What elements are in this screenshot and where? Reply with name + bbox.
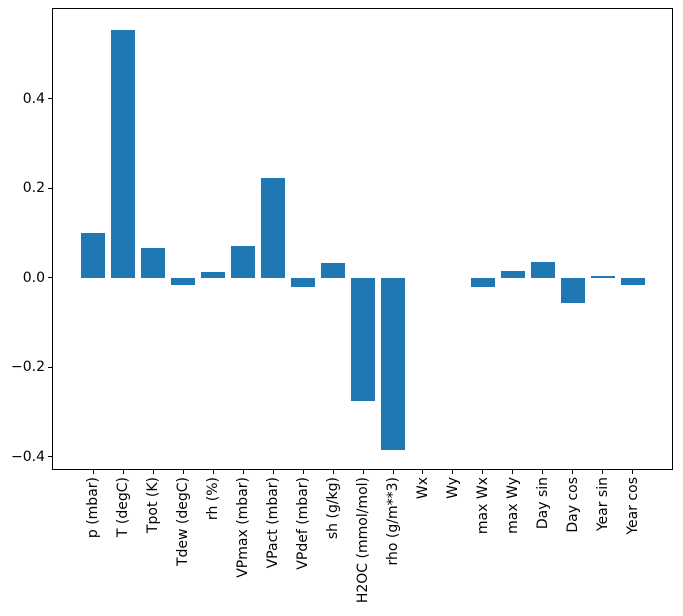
bar-max-wx bbox=[470, 277, 495, 288]
x-axis-tick-label-p-mbar: p (mbar) bbox=[85, 477, 102, 539]
x-axis-tick bbox=[572, 470, 574, 474]
bar-vpmax-mbar bbox=[231, 246, 256, 278]
x-axis-tick bbox=[152, 470, 154, 474]
x-axis-tick bbox=[512, 470, 514, 474]
x-axis-tick bbox=[272, 470, 274, 474]
y-axis-tick-label: 0.0 bbox=[22, 269, 45, 286]
bar-vpdef-mbar bbox=[291, 277, 316, 287]
x-axis-tick bbox=[452, 470, 454, 474]
x-axis-tick-label-day-cos: Day cos bbox=[564, 477, 581, 533]
y-axis-tick bbox=[48, 187, 52, 189]
x-axis-tick-label-wy: Wy bbox=[444, 477, 461, 499]
x-axis-tick bbox=[482, 470, 484, 474]
y-axis-tick bbox=[48, 456, 52, 458]
y-axis-tick bbox=[48, 366, 52, 368]
x-axis-tick-label-wx: Wx bbox=[414, 477, 431, 500]
bar-rh bbox=[201, 271, 226, 278]
x-axis-tick-label-vpdef-mbar: VPdef (mbar) bbox=[295, 477, 312, 570]
x-axis-tick bbox=[302, 470, 304, 474]
bar-vpact-mbar bbox=[261, 178, 286, 278]
x-axis-tick bbox=[212, 470, 214, 474]
bar-day-sin bbox=[530, 262, 555, 278]
bar-tpot-k bbox=[141, 248, 166, 278]
x-axis-tick bbox=[122, 470, 124, 474]
y-axis-tick-label: 0.2 bbox=[22, 180, 45, 197]
y-axis-tick bbox=[48, 98, 52, 100]
x-axis-tick-label-year-cos: Year cos bbox=[624, 477, 641, 535]
x-axis-tick-label-tpot-k: Tpot (K) bbox=[145, 477, 162, 534]
x-axis-tick bbox=[602, 470, 604, 474]
x-axis-tick bbox=[92, 470, 94, 474]
x-axis-tick-label-rh: rh (%) bbox=[205, 477, 222, 521]
bar-year-sin bbox=[590, 275, 615, 278]
bar-t-degc bbox=[111, 29, 136, 278]
x-axis-tick bbox=[422, 470, 424, 474]
bar-year-cos bbox=[620, 277, 645, 285]
bar-tdew-degc bbox=[171, 277, 196, 285]
y-axis-tick-label: 0.4 bbox=[22, 90, 45, 107]
x-axis-tick-label-tdew-degc: Tdew (degC) bbox=[175, 477, 192, 567]
x-axis-tick-label-t-degc: T (degC) bbox=[115, 477, 132, 538]
bar-day-cos bbox=[560, 277, 585, 304]
bar-sh-g-kg bbox=[321, 263, 346, 278]
bar-rho-g-m-3 bbox=[381, 277, 405, 450]
x-axis-tick bbox=[632, 470, 634, 474]
x-axis-tick bbox=[392, 470, 394, 474]
x-axis-tick-label-rho-g-m-3: rho (g/m**3) bbox=[385, 477, 401, 566]
y-axis-tick-label: −0.4 bbox=[11, 448, 45, 465]
bar-p-mbar bbox=[81, 232, 106, 278]
bar-h2oc-mmol-mol bbox=[351, 277, 376, 402]
x-axis-tick-label-vpact-mbar: VPact (mbar) bbox=[265, 477, 282, 569]
x-axis-tick-label-year-sin: Year sin bbox=[594, 477, 611, 532]
x-axis-tick-label-sh-g-kg: sh (g/kg) bbox=[325, 477, 342, 540]
x-axis-tick bbox=[242, 470, 244, 474]
x-axis-tick-label-h2oc-mmol-mol: H2OC (mmol/mol) bbox=[355, 477, 372, 604]
x-axis-tick bbox=[362, 470, 364, 474]
y-axis-tick bbox=[48, 277, 52, 279]
x-axis-tick bbox=[542, 470, 544, 474]
y-axis-tick-label: −0.2 bbox=[11, 359, 45, 376]
x-axis-tick-label-day-sin: Day sin bbox=[534, 477, 551, 530]
x-axis-tick-label-max-wx: max Wx bbox=[474, 477, 491, 535]
x-axis-tick bbox=[182, 470, 184, 474]
x-axis-tick bbox=[332, 470, 334, 474]
x-axis-tick-label-vpmax-mbar: VPmax (mbar) bbox=[235, 477, 252, 578]
x-axis-tick-label-max-wy: max Wy bbox=[504, 477, 521, 534]
bar-max-wy bbox=[500, 270, 525, 278]
